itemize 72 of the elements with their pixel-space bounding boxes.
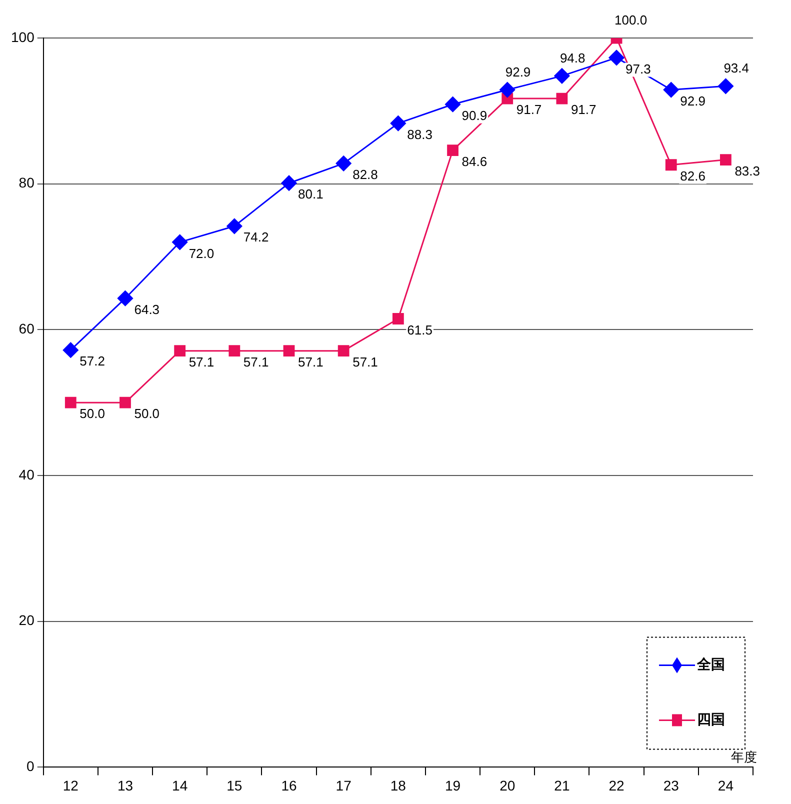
y-tick-label: 80 <box>18 174 35 191</box>
y-tick-label: 40 <box>18 466 35 482</box>
data-label: 91.7 <box>516 102 542 118</box>
x-tick-label: 23 <box>663 777 680 794</box>
data-label: 82.6 <box>680 168 706 184</box>
point <box>281 175 297 191</box>
data-label: 64.3 <box>134 302 160 317</box>
point <box>720 154 732 166</box>
x-tick-label: 24 <box>718 777 734 794</box>
data-label: 92.9 <box>505 64 531 80</box>
point <box>228 345 240 357</box>
y-tick-label: 0 <box>26 758 35 774</box>
data-label: 83.3 <box>734 163 760 178</box>
point <box>117 290 133 306</box>
data-label: 88.3 <box>407 126 432 142</box>
data-label: 72.0 <box>188 246 214 261</box>
data-label: 74.2 <box>243 230 269 245</box>
point <box>447 144 458 156</box>
point <box>120 396 131 408</box>
x-tick-label: 20 <box>500 777 516 794</box>
data-label: 61.5 <box>407 322 432 338</box>
point <box>338 345 350 357</box>
x-tick-label: 12 <box>62 777 79 794</box>
point <box>174 345 186 357</box>
data-label: 94.8 <box>560 50 586 66</box>
point <box>556 92 568 104</box>
y-tick-label: 100 <box>11 28 35 45</box>
x-tick-label: 16 <box>281 777 297 794</box>
x-tick-label: 15 <box>226 777 242 794</box>
point <box>392 313 404 324</box>
data-label: 50.0 <box>134 406 160 422</box>
legend-label: 四国 <box>697 711 725 728</box>
point <box>62 342 78 358</box>
x-tick-label: 17 <box>336 777 352 794</box>
data-label: 57.2 <box>80 354 105 369</box>
point <box>336 156 352 172</box>
x-tick-label: 14 <box>172 777 188 794</box>
data-label: 92.9 <box>680 93 706 108</box>
point <box>663 82 679 98</box>
data-label: 84.6 <box>462 154 488 169</box>
x-axis-title: 年度 <box>731 749 757 764</box>
data-label: 57.1 <box>243 354 269 370</box>
x-tick-label: 13 <box>117 777 134 794</box>
data-label: 57.1 <box>352 354 378 370</box>
data-label: 57.1 <box>298 354 324 370</box>
point <box>445 96 461 112</box>
data-label: 82.8 <box>352 167 378 182</box>
data-label: 93.4 <box>724 60 750 76</box>
point <box>500 82 516 98</box>
point <box>608 50 624 66</box>
data-label: 97.3 <box>626 61 651 76</box>
point <box>226 218 242 234</box>
point <box>390 116 406 132</box>
data-label: 57.1 <box>188 354 214 370</box>
x-tick-label: 18 <box>390 777 406 794</box>
point <box>283 345 295 357</box>
legend-label: 全国 <box>696 656 725 672</box>
y-tick-label: 60 <box>18 320 35 337</box>
data-label: 100.0 <box>614 12 648 28</box>
x-tick-label: 19 <box>444 777 461 794</box>
data-label: 50.0 <box>80 406 105 422</box>
point <box>665 159 677 171</box>
point <box>64 396 76 408</box>
data-label: 90.9 <box>462 108 488 123</box>
x-tick-label: 22 <box>608 777 625 794</box>
point <box>554 68 570 84</box>
y-tick-label: 20 <box>18 612 35 628</box>
x-tick-label: 21 <box>554 777 570 794</box>
data-label: 91.7 <box>570 102 596 118</box>
data-label: 80.1 <box>298 186 324 202</box>
point <box>718 78 734 94</box>
point <box>172 234 188 250</box>
